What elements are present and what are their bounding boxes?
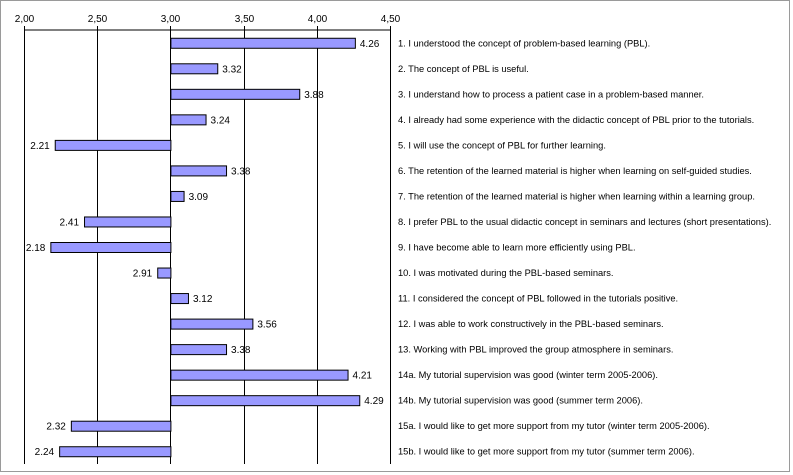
tick-label: 3,50 [235, 14, 255, 25]
data-label: 2.21 [30, 141, 50, 152]
data-label: 3.38 [231, 345, 251, 356]
data-label: 3.38 [231, 166, 251, 177]
category-label: 13. Working with PBL improved the group … [398, 345, 673, 355]
data-label: 2.32 [46, 422, 66, 433]
category-label: 6. The retention of the learned material… [398, 166, 752, 176]
data-label: 4.26 [360, 39, 380, 50]
bar [170, 395, 361, 407]
category-label: 12. I was able to work constructively in… [398, 319, 664, 329]
data-label: 3.24 [211, 115, 231, 126]
category-label: 4. I already had some experience with th… [398, 115, 754, 125]
category-label: 3. I understand how to process a patient… [398, 89, 704, 99]
bar [54, 139, 172, 151]
bar [70, 420, 172, 432]
category-label: 1. I understood the concept of problem-b… [398, 38, 650, 48]
data-label: 2.91 [133, 269, 153, 280]
bar [170, 344, 228, 356]
bar [50, 242, 172, 253]
tick-label: 2,00 [15, 14, 35, 25]
tick-label: 3,00 [161, 14, 181, 25]
statement-labels: 1. I understood the concept of problem-b… [398, 38, 771, 456]
category-label: 5. I will use the concept of PBL for fur… [398, 140, 606, 150]
data-labels: 4.26 3.32 3.88 3.24 2.21 3.38 3.09 2.41 2.18 2.91… [26, 39, 384, 458]
category-label: 9. I have become able to learn more effi… [398, 243, 636, 253]
bar [170, 293, 189, 305]
category-label: 11. I considered the concept of PBL foll… [398, 294, 678, 304]
bar [170, 318, 254, 330]
bars [50, 37, 361, 458]
bar [59, 446, 172, 458]
data-label: 4.29 [364, 396, 384, 407]
x-axis-ticks: 2,00 2,50 3,00 3,50 4,00 4,50 [15, 14, 401, 30]
tick-label: 4,00 [308, 14, 328, 25]
data-label: 3.09 [189, 192, 209, 203]
tick-label: 2,50 [88, 14, 108, 25]
category-label: 15b. I would like to get more support fr… [398, 447, 695, 457]
bar [170, 165, 228, 177]
bar [170, 63, 219, 75]
category-label: 14b. My tutorial supervision was good (s… [398, 396, 643, 406]
data-label: 3.32 [222, 64, 242, 75]
data-label: 3.56 [257, 320, 277, 331]
data-label: 2.18 [26, 243, 46, 254]
category-label: 8. I prefer PBL to the usual didactic co… [398, 217, 771, 227]
data-label: 2.41 [60, 217, 80, 228]
category-label: 10. I was motivated during the PBL-based… [398, 268, 614, 278]
bar [170, 37, 356, 49]
data-label: 2.24 [35, 447, 55, 458]
category-label: 15a. I would like to get more support fr… [398, 421, 710, 431]
category-label: 2. The concept of PBL is useful. [398, 64, 529, 74]
bar [84, 216, 172, 228]
bar [170, 114, 207, 126]
bar [170, 369, 349, 381]
data-label: 3.12 [193, 294, 213, 305]
bar [157, 267, 172, 279]
bar [170, 88, 301, 100]
grid-layer [24, 29, 391, 464]
category-label: 14a. My tutorial supervision was good (w… [398, 370, 658, 380]
bar [170, 190, 185, 202]
data-label: 4.21 [353, 371, 373, 382]
data-label: 3.88 [304, 90, 324, 101]
tick-label: 4,50 [381, 14, 401, 25]
category-label: 7. The retention of the learned material… [398, 191, 755, 201]
